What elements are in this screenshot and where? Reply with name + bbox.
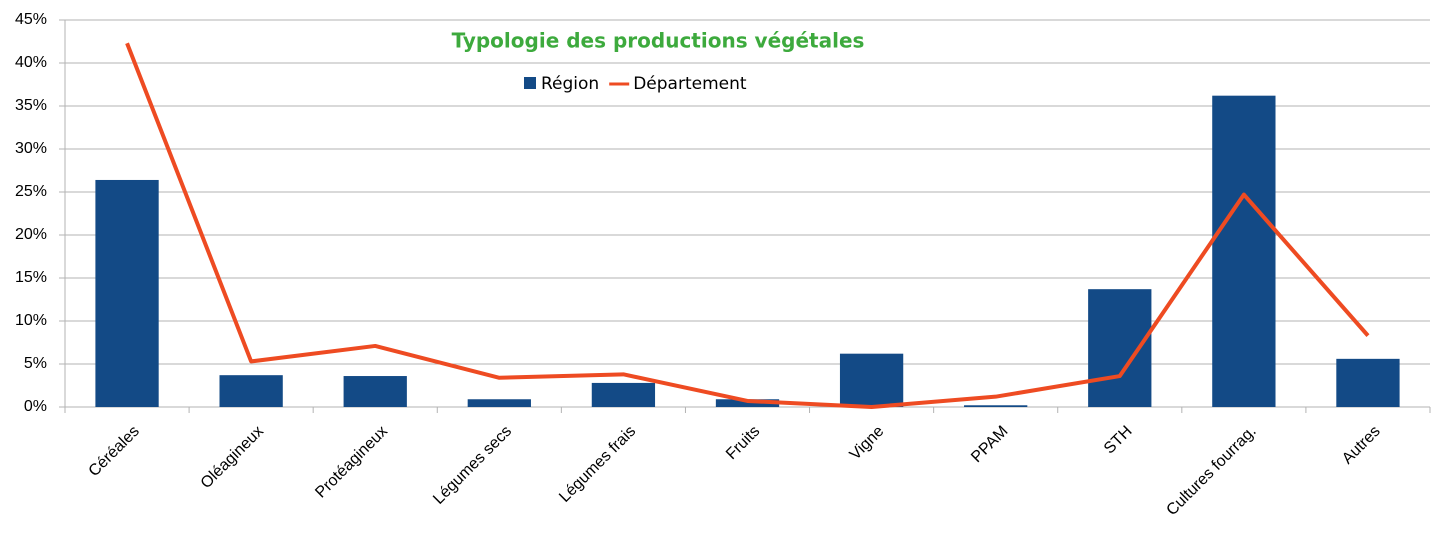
bar (219, 375, 283, 407)
x-tick-label: Fruits (723, 423, 763, 463)
bar (467, 399, 531, 407)
chart-title: Typologie des productions végétales (452, 29, 865, 53)
y-tick-label: 30% (15, 140, 47, 157)
legend-swatch (524, 77, 536, 89)
x-tick-label: Oléagineux (198, 423, 267, 492)
bar (964, 405, 1028, 407)
x-tick-label: STH (1101, 423, 1136, 458)
x-tick-label: Protéagineux (312, 423, 391, 502)
bar (1212, 95, 1276, 408)
bar (343, 376, 407, 407)
legend-label: Région (541, 74, 599, 94)
bar (591, 382, 656, 407)
y-tick-label: 0% (24, 398, 47, 415)
bar (839, 353, 904, 407)
x-tick-label: Légumes frais (556, 423, 639, 506)
bar (1336, 358, 1400, 407)
y-tick-label: 5% (24, 355, 47, 372)
x-tick-label: Autres (1339, 423, 1384, 468)
legend-label: Département (633, 74, 747, 94)
x-tick-label: Légumes secs (430, 423, 515, 508)
y-tick-label: 35% (15, 97, 47, 114)
x-tick-label: PPAM (968, 423, 1011, 466)
bar (95, 179, 159, 407)
x-tick-label: Céréales (86, 423, 143, 480)
line (125, 42, 1370, 409)
y-tick-label: 15% (15, 269, 47, 286)
y-tick-label: 25% (15, 183, 47, 200)
x-tick-label: Vigne (847, 423, 888, 464)
y-tick-label: 20% (15, 226, 47, 243)
y-tick-label: 40% (15, 54, 47, 71)
bar (1088, 289, 1152, 407)
y-tick-label: 10% (15, 312, 47, 329)
x-tick-label: Cultures fourrag. (1163, 423, 1259, 519)
y-tick-label: 45% (15, 11, 47, 28)
bar (715, 399, 780, 407)
